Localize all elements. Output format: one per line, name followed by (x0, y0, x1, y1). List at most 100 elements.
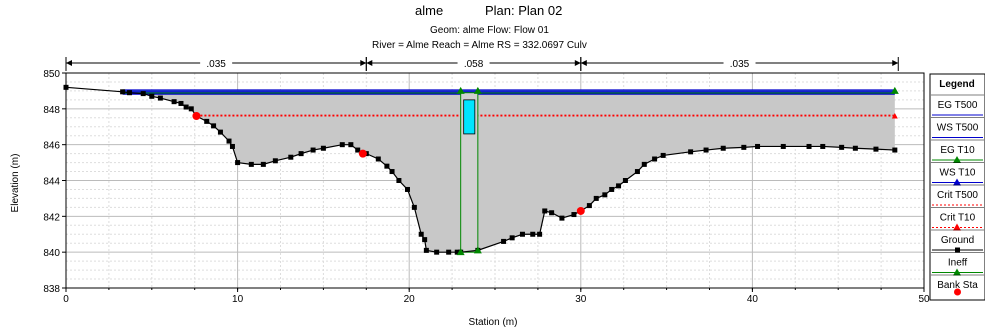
y-tick-label: 838 (43, 284, 60, 295)
ground-point (755, 143, 761, 149)
ground-point (537, 231, 543, 237)
legend-swatch-marker (953, 156, 961, 163)
ground-point (126, 90, 132, 96)
x-tick-label: 40 (747, 294, 759, 305)
chart-title-river: alme (415, 3, 443, 18)
ground-point (720, 145, 726, 151)
ground-point (892, 147, 898, 153)
ground-point (622, 178, 628, 183)
ground-point (229, 143, 235, 149)
ground-point (188, 106, 194, 112)
manning-arrow (366, 60, 373, 66)
manning-annotations: .035 .058 .035 (65, 56, 899, 71)
ground-point (501, 238, 507, 244)
legend-title: Legend (939, 79, 975, 90)
legend-swatch-marker (953, 223, 961, 231)
ineff-marker (456, 248, 465, 256)
ground-point (652, 156, 658, 162)
ground-point (593, 195, 599, 201)
ground-point (446, 249, 452, 255)
x-tick-label: 30 (575, 294, 587, 305)
x-tick-label: 10 (232, 294, 244, 305)
ground-point (423, 247, 429, 253)
ground-point (559, 215, 565, 221)
ground-point (542, 208, 548, 214)
ground-point (339, 142, 345, 148)
ground-point (434, 249, 440, 255)
ground-point (217, 129, 223, 135)
ground-point (411, 204, 417, 210)
ground-point (348, 142, 354, 148)
ground-point (204, 118, 210, 124)
legend-item-label: Crit T10 (940, 213, 976, 224)
legend-item-label: EG T500 (938, 100, 978, 111)
ground-point (549, 210, 555, 216)
manning-label: .058 (464, 59, 484, 70)
ground-point (384, 163, 390, 169)
ground-point (688, 149, 694, 155)
chart-title-plan: Plan: Plan 02 (485, 3, 562, 18)
x-tick-label: 50 (918, 294, 930, 305)
legend-box (929, 73, 985, 301)
crit-marker (891, 113, 898, 119)
ground-point (641, 161, 647, 167)
legend-swatch-marker (955, 247, 960, 253)
legend-item-label: WS T500 (937, 123, 979, 134)
manning-arrow (892, 60, 899, 66)
culvert-water (463, 99, 476, 135)
ground-point (260, 161, 266, 167)
legend-item-label: Ground (941, 235, 974, 246)
ground-point (171, 99, 177, 105)
ground-point (404, 186, 410, 192)
ineff-marker (473, 86, 482, 94)
legend-item-label: Ineff (948, 258, 967, 269)
manning-arrow (66, 60, 72, 66)
y-tick-label: 848 (43, 105, 60, 116)
ground-point (140, 91, 146, 97)
ground-point (616, 183, 622, 189)
ground-point (839, 144, 845, 150)
ground-point (272, 158, 278, 164)
ground-point (235, 160, 241, 166)
y-tick-label: 842 (43, 212, 60, 223)
ground-point (806, 143, 812, 149)
ground-point (178, 100, 184, 106)
ground-point (660, 152, 666, 158)
ground-point (571, 212, 577, 218)
legend: Legend EG T500 WS T500 EG T10 WS T10 Crit T5… (929, 73, 985, 301)
manning-arrow (580, 60, 587, 66)
ground-point (120, 89, 126, 95)
ground-point (519, 231, 525, 237)
manning-label-bg (200, 56, 233, 69)
ground-point (310, 147, 316, 153)
ground-point (530, 231, 536, 237)
ineff-marker (456, 86, 465, 94)
y-tick-label: 846 (43, 141, 60, 152)
bank-station-marker (576, 206, 585, 215)
y-tick-label: 844 (43, 177, 60, 188)
flow-area-fill (122, 91, 895, 253)
ground-point (780, 143, 786, 149)
legend-swatch-marker (954, 288, 961, 296)
plot-area: 0 10 20 30 40 50 838 840 842 844 846 848 850 (43, 69, 930, 305)
ground-point (157, 95, 163, 101)
ineff-marker (473, 246, 482, 254)
y-tick-label: 850 (43, 69, 60, 80)
ground-point (873, 146, 879, 152)
ground-point (355, 147, 361, 153)
manning-label-bg (723, 56, 756, 69)
y-axis-label: Elevation (m) (10, 154, 21, 213)
ground-point (288, 154, 294, 160)
ground-point (418, 231, 424, 237)
x-tick-label: 0 (63, 294, 69, 305)
ground-point (586, 203, 592, 209)
manning-arrow (360, 60, 367, 66)
ground-point (609, 186, 615, 192)
legend-item-label: WS T10 (940, 168, 976, 179)
legend-item-label: Bank Sta (937, 280, 978, 291)
ground-point (149, 93, 155, 99)
manning-label: .035 (730, 59, 750, 70)
legend-swatch-marker (953, 178, 961, 186)
